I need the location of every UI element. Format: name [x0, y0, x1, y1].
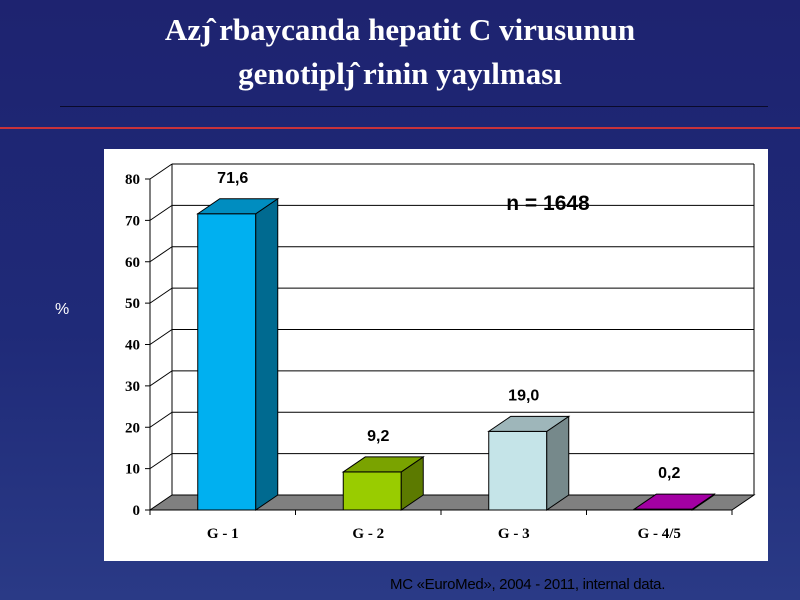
gridline-side [149, 163, 173, 180]
bar-value-label: 0,2 [658, 465, 680, 482]
bar-chart: 0 10 20 30 40 50 60 70 80 71,6 G - 1 9,2 G - 2 19,0 G … [125, 163, 756, 542]
bar-front [197, 213, 257, 511]
bar-front [342, 471, 402, 511]
x-tick-label: G - 2 [352, 526, 384, 542]
bar-front [488, 430, 548, 511]
source-note: MC «EuroMed», 2004 - 2011, internal data… [390, 576, 666, 593]
bar-top [341, 456, 425, 473]
y-tick-label: 0 [133, 503, 141, 519]
bar-value-label: 9,2 [367, 428, 389, 445]
y-tick-label: 50 [125, 296, 140, 312]
gridline-side [149, 329, 173, 345]
red-divider [0, 127, 800, 129]
bar-side [255, 197, 279, 511]
y-tick-label: 40 [125, 338, 140, 354]
y-tick-label: 10 [125, 462, 140, 478]
sample-size-annotation: n = 1648 [506, 192, 590, 215]
gridline-side [149, 370, 173, 387]
gridline-side [149, 453, 173, 470]
slide-title: Azȷ̂ rbaycanda hepatit C virusunun genot… [0, 8, 800, 96]
bar-top [196, 198, 280, 215]
title-line-1: Azȷ̂ rbaycanda hepatit C virusunun [164, 12, 636, 47]
y-axis-label: % [55, 301, 70, 318]
y-tick-label: 80 [125, 172, 140, 188]
x-tick-label: G - 3 [498, 526, 530, 542]
y-tick-label: 30 [125, 379, 140, 395]
bar-top [632, 493, 716, 510]
bar-side [546, 415, 570, 511]
bar-value-label: 19,0 [508, 387, 539, 404]
chart-panel: 0 10 20 30 40 50 60 70 80 71,6 G - 1 9,2 G - 2 19,0 G … [104, 149, 768, 561]
x-tick-label: G - 1 [207, 526, 239, 542]
gridline-side [149, 246, 173, 263]
y-tick-label: 20 [125, 420, 140, 436]
gridline-side [149, 411, 173, 428]
y-tick-label: 60 [125, 255, 140, 271]
bar-top [487, 415, 571, 432]
title-underline [60, 106, 768, 107]
gridline-side [149, 204, 173, 221]
x-tick-label: G - 4/5 [638, 526, 681, 542]
gridline-side [149, 287, 173, 304]
bar-value-label: 71,6 [217, 170, 248, 187]
y-tick-label: 70 [125, 213, 140, 229]
title-line-2: genotiplȷ̂ rinin yayılması [238, 56, 562, 91]
